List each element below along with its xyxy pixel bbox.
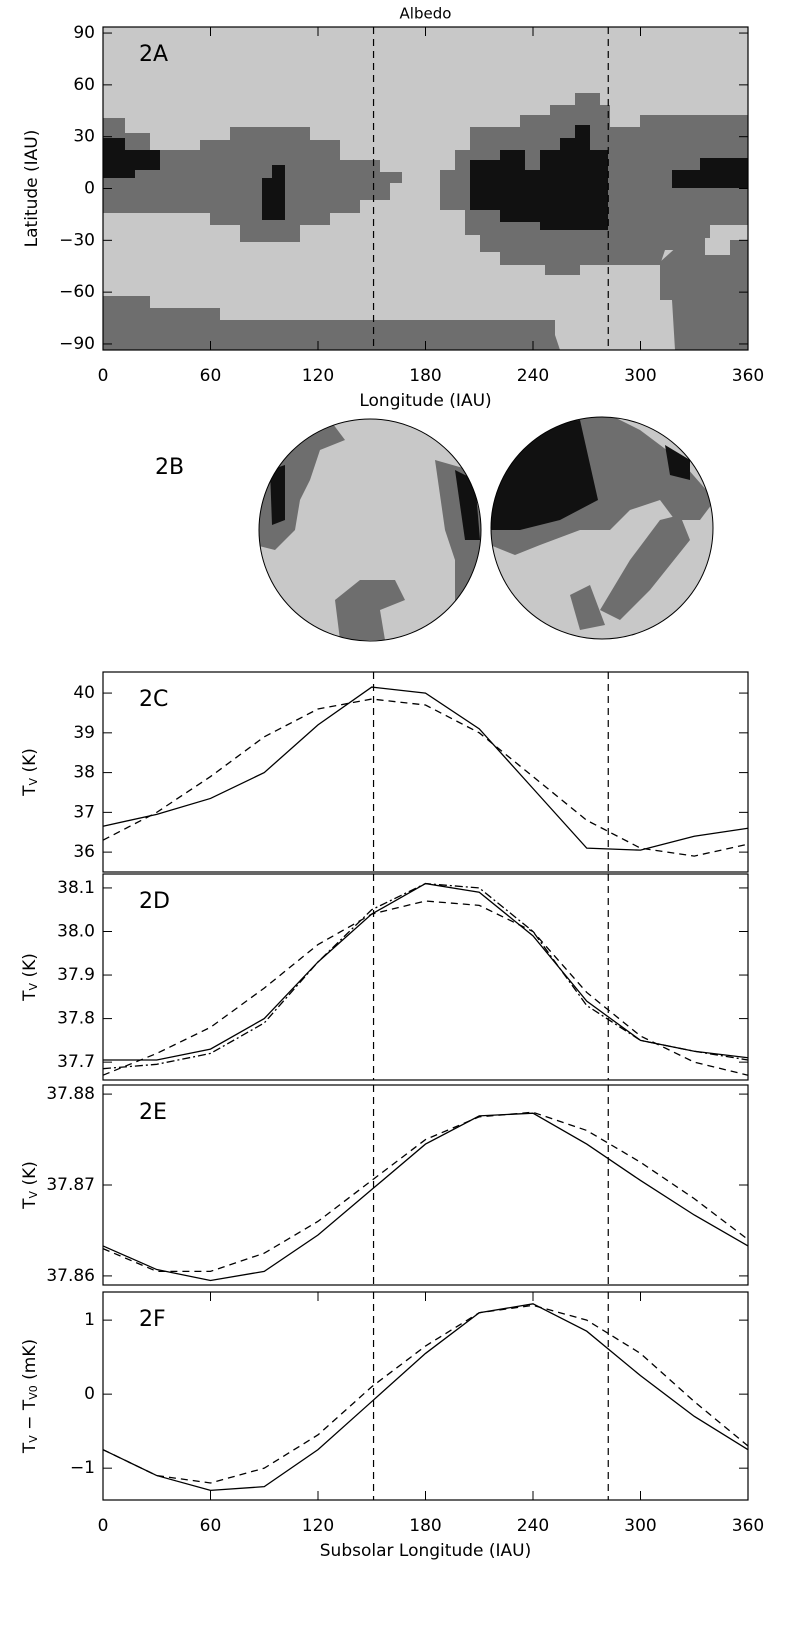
x-tick-label: 120 — [302, 1516, 334, 1536]
data-line — [102, 1111, 749, 1273]
y-tick-label: 37 — [73, 802, 95, 822]
data-line — [102, 698, 749, 857]
globe-left — [259, 419, 481, 641]
subscript: V — [27, 982, 40, 990]
y-tick-label: 90 — [73, 23, 95, 43]
chart-title: Albedo — [400, 5, 452, 23]
y-axis-label: TV (K) — [20, 953, 40, 1002]
y-tick-label: 38.0 — [57, 921, 95, 941]
label-part: (mK) — [20, 1339, 40, 1385]
x-tick-label: 0 — [98, 1516, 109, 1536]
y-tick-label: 0 — [84, 1384, 95, 1404]
label-part: (K) — [20, 1161, 40, 1191]
y-axis-label: TV − TV0 (mK) — [20, 1339, 40, 1454]
y-tick-label: 37.8 — [57, 1009, 95, 1029]
subscript: V0 — [27, 1385, 40, 1400]
x-tick-label: 360 — [732, 366, 764, 386]
x-tick-label: 300 — [624, 1516, 656, 1536]
data-line — [103, 882, 749, 1061]
data-line — [102, 882, 749, 1070]
globe-right — [491, 417, 713, 639]
albedo-map — [103, 27, 748, 350]
plot-frame — [102, 873, 749, 1081]
y-tick-label: 60 — [73, 75, 95, 95]
y-tick-label: −60 — [59, 282, 95, 302]
data-line — [102, 686, 749, 851]
x-tick-label: 60 — [200, 1516, 222, 1536]
y-tick-label: 37.7 — [57, 1052, 95, 1072]
x-tick-label: 120 — [302, 366, 334, 386]
x-axis-label: Longitude (IAU) — [359, 391, 491, 411]
label-part: T — [20, 1198, 40, 1210]
y-tick-label: −90 — [59, 334, 95, 354]
x-tick-label: 60 — [200, 366, 222, 386]
panel-label: 2E — [139, 1100, 167, 1125]
subscript: V — [27, 777, 40, 785]
label-part: T — [20, 785, 40, 797]
globe-outline — [490, 416, 714, 640]
label-part: T — [20, 990, 40, 1002]
globe-outline — [258, 418, 482, 642]
y-axis-label: Latitude (IAU) — [22, 130, 42, 248]
y-tick-label: 36 — [73, 842, 95, 862]
panel-label: 2B — [155, 455, 184, 480]
subscript: V — [27, 1435, 40, 1443]
label-part: T — [20, 1442, 40, 1454]
y-tick-label: 37.86 — [46, 1266, 95, 1286]
x-tick-label: 300 — [624, 366, 656, 386]
plot-frame — [102, 1291, 749, 1501]
panel-label: 2A — [139, 42, 168, 67]
y-tick-label: 38 — [73, 763, 95, 783]
y-tick-label: 38.1 — [57, 878, 95, 898]
x-axis-label: Subsolar Longitude (IAU) — [320, 1541, 531, 1561]
y-axis-label: TV (K) — [20, 748, 40, 797]
plot-frame — [102, 1084, 749, 1286]
panel-label: 2D — [139, 889, 170, 914]
data-line — [102, 900, 749, 1076]
plot-frame — [102, 671, 749, 873]
y-tick-label: 39 — [73, 723, 95, 743]
x-tick-label: 180 — [409, 366, 441, 386]
y-tick-label: 40 — [73, 683, 95, 703]
data-line — [102, 1303, 749, 1492]
label-part: − T — [20, 1399, 40, 1435]
label-part: (K) — [20, 748, 40, 778]
y-tick-label: −30 — [59, 230, 95, 250]
x-tick-label: 240 — [517, 366, 549, 386]
x-tick-label: 180 — [409, 1516, 441, 1536]
y-tick-label: 0 — [84, 179, 95, 199]
panel-label: 2C — [139, 687, 168, 712]
y-tick-label: 37.88 — [46, 1084, 95, 1104]
data-line — [102, 1304, 749, 1484]
y-tick-label: 30 — [73, 127, 95, 147]
y-axis-label: TV (K) — [20, 1161, 40, 1210]
x-tick-label: 240 — [517, 1516, 549, 1536]
y-tick-label: 1 — [84, 1310, 95, 1330]
y-tick-label: 37.9 — [57, 965, 95, 985]
x-tick-label: 0 — [98, 366, 109, 386]
y-tick-label: −1 — [70, 1458, 95, 1478]
data-line — [102, 1112, 749, 1282]
subscript: V — [27, 1190, 40, 1198]
y-tick-label: 37.87 — [46, 1175, 95, 1195]
panel-label: 2F — [139, 1307, 166, 1332]
label-part: (K) — [20, 953, 40, 983]
x-tick-label: 360 — [732, 1516, 764, 1536]
